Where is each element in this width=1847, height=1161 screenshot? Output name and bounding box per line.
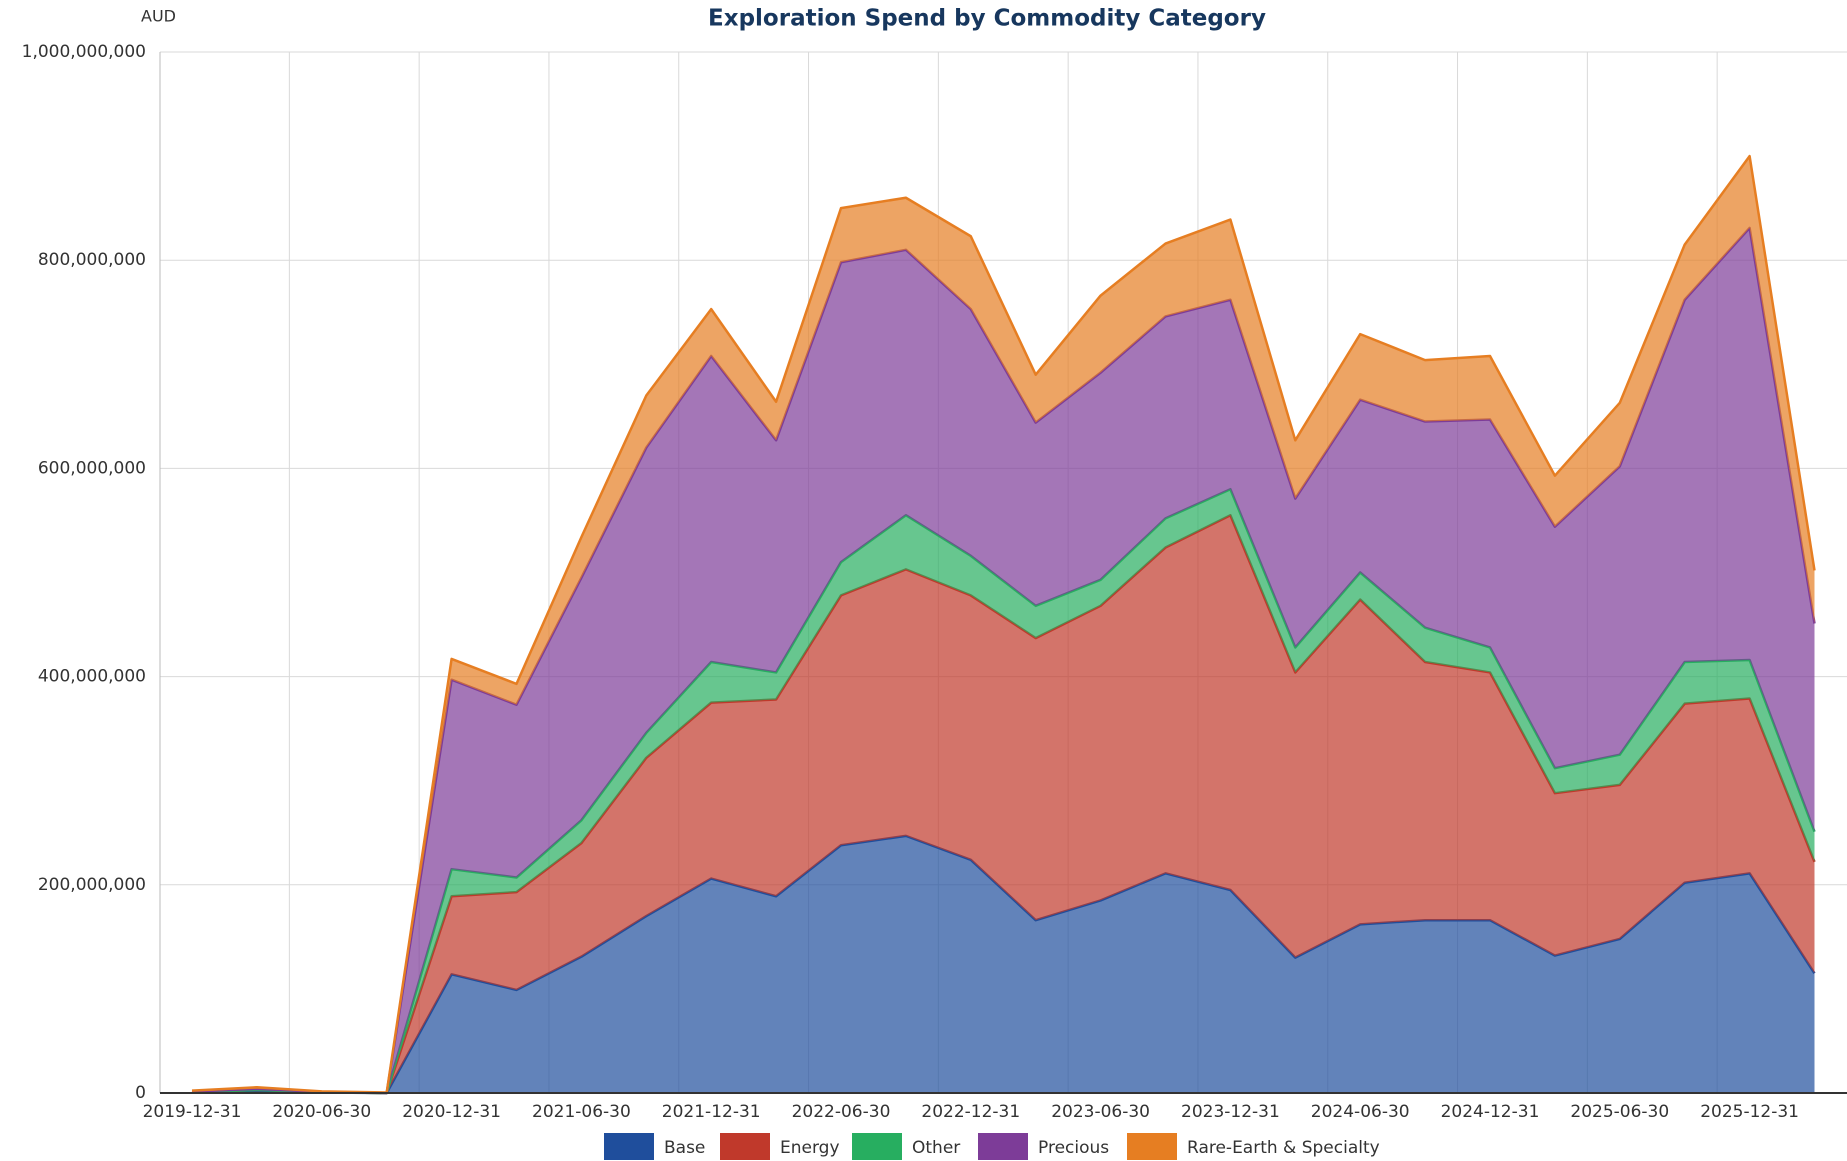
y-tick-label: 200,000,000 [38, 875, 146, 895]
y-tick-label: 600,000,000 [38, 458, 146, 478]
x-tick-label: 2023-12-31 [1181, 1102, 1280, 1122]
y-axis-label: AUD [141, 7, 176, 26]
y-tick-label: 1,000,000,000 [22, 42, 146, 62]
legend-swatch [604, 1133, 654, 1160]
area [192, 156, 1815, 1094]
y-tick-label: 400,000,000 [38, 667, 146, 687]
legend-swatch [852, 1133, 902, 1160]
x-tick-label: 2023-06-30 [1051, 1102, 1150, 1122]
areas [191, 154, 1816, 1095]
y-tick-label: 800,000,000 [38, 250, 146, 270]
x-tick-label: 2024-06-30 [1311, 1102, 1410, 1122]
x-tick-label: 2025-12-31 [1700, 1102, 1799, 1122]
legend-swatch [1127, 1133, 1177, 1160]
x-tick-label: 2025-06-30 [1570, 1102, 1669, 1122]
area [192, 489, 1815, 1094]
x-tick-label: 2021-06-30 [532, 1102, 631, 1122]
x-tick-label: 2020-06-30 [272, 1102, 371, 1122]
y-tick-label: 0 [135, 1083, 146, 1103]
area [192, 835, 1815, 1093]
legend-label: Base [664, 1138, 705, 1158]
legend-label: Precious [1038, 1138, 1109, 1158]
legend-label: Other [912, 1138, 960, 1158]
x-tick-label: 2022-06-30 [792, 1102, 891, 1122]
area [192, 515, 1815, 1093]
area [192, 227, 1815, 1093]
x-tick-label: 2019-12-31 [143, 1102, 242, 1122]
area-line [191, 154, 1816, 1094]
legend-label: Rare-Earth & Specialty [1187, 1138, 1380, 1158]
legend-label: Energy [780, 1138, 840, 1158]
legend: Base Energy Other Precious Rare-Earth & Spec… [604, 1133, 1380, 1160]
legend-swatch [978, 1133, 1028, 1160]
legend-swatch [720, 1133, 770, 1160]
area-line [191, 834, 1816, 1095]
x-tick-label: 2024-12-31 [1441, 1102, 1540, 1122]
chart-title: Exploration Spend by Commodity Category [708, 6, 1266, 32]
x-tick-label: 2020-12-31 [402, 1102, 501, 1122]
x-tick-label: 2022-12-31 [921, 1102, 1020, 1122]
axes: 0 200,000,000 400,000,000 600,000,000 800,00… [22, 42, 1847, 1122]
x-tick-label: 2021-12-31 [662, 1102, 761, 1122]
